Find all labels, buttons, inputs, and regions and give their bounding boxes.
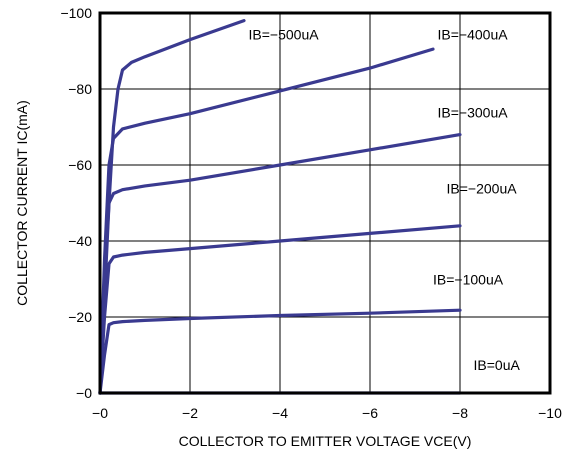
curve-label-1: IB=−400uA	[438, 27, 509, 43]
x-tick-label: −0	[92, 405, 108, 421]
y-tick-label: −80	[68, 81, 92, 97]
curve-label-4: IB=−100uA	[433, 272, 504, 288]
y-tick-label: −100	[60, 5, 92, 21]
grid-lines	[100, 13, 550, 393]
curve-label-3: IB=−200uA	[447, 181, 518, 197]
y-tick-labels: −0 −20 −40 −60 −80 −100	[60, 5, 92, 401]
y-tick-label: −40	[68, 233, 92, 249]
curve-label-5: IB=0uA	[474, 357, 521, 373]
x-tick-label: −6	[362, 405, 378, 421]
y-axis-label: COLLECTOR CURRENT IC(mA)	[14, 100, 30, 306]
curve-series-1	[98, 47, 435, 395]
curve-labels: IB=−500uA IB=−400uA IB=−300uA IB=−200uA IB=−…	[249, 27, 521, 374]
x-tick-label: −4	[272, 405, 288, 421]
x-tick-label: −2	[182, 405, 198, 421]
x-tick-labels: −0 −2 −4 −6 −8 −10	[92, 405, 562, 421]
x-axis-label: COLLECTOR TO EMITTER VOLTAGE VCE(V)	[179, 433, 472, 449]
curve-series-4	[98, 308, 462, 395]
y-tick-label: −60	[68, 157, 92, 173]
plot-frame	[98, 11, 552, 395]
curve-series-3	[98, 224, 462, 395]
x-tick-label: −8	[452, 405, 468, 421]
x-tick-label: −10	[538, 405, 562, 421]
curve-label-2: IB=−300uA	[438, 105, 509, 121]
curve-series-0	[98, 19, 246, 395]
curve-series-2	[98, 133, 462, 395]
curve-label-0: IB=−500uA	[249, 27, 320, 43]
y-tick-label: −20	[68, 309, 92, 325]
y-tick-label: −0	[76, 385, 92, 401]
